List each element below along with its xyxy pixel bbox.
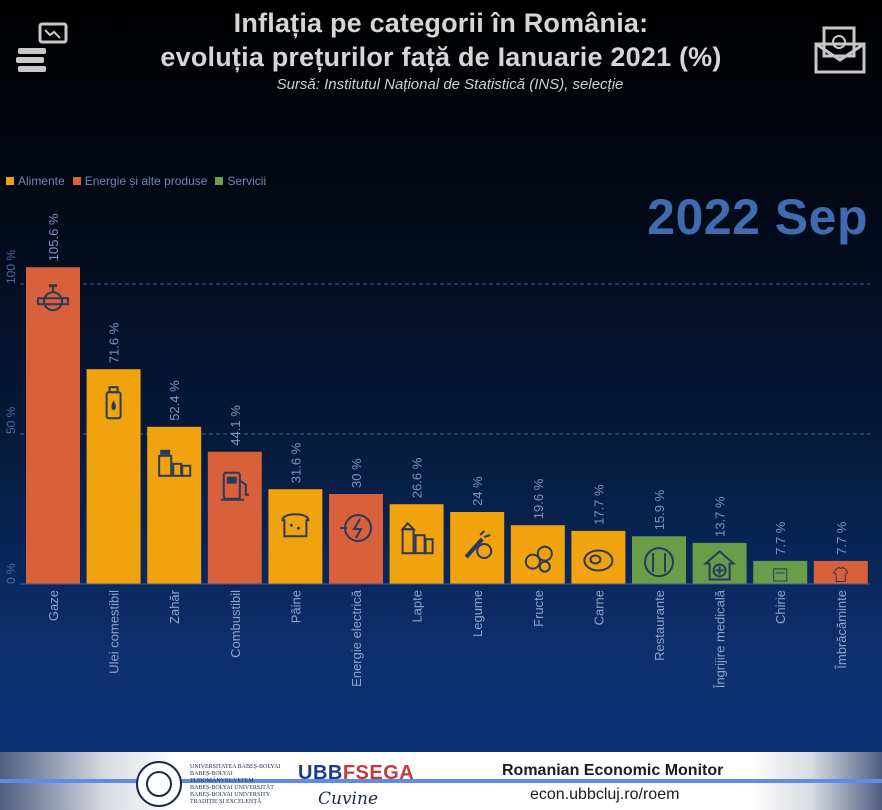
newsletter-icon bbox=[814, 26, 866, 74]
electric-plug-icon bbox=[340, 514, 372, 542]
bar-2 bbox=[147, 426, 202, 584]
legend-label: Servicii bbox=[227, 174, 267, 188]
milk-cartons-icon bbox=[400, 521, 434, 555]
fuel-pump-icon bbox=[220, 471, 249, 501]
data-label: 44.1 % bbox=[228, 405, 243, 446]
bar-13 bbox=[813, 560, 868, 584]
category-label: Lapte bbox=[410, 590, 425, 623]
data-label: 13.7 % bbox=[713, 496, 728, 537]
fruits-icon bbox=[524, 545, 553, 573]
university-seal-icon bbox=[136, 761, 182, 807]
category-label: Energie electrică bbox=[349, 589, 364, 687]
category-label: Pâine bbox=[288, 590, 303, 623]
category-label: Chirie bbox=[773, 590, 788, 624]
meat-icon bbox=[583, 549, 614, 572]
legend-item-alimente: Alimente bbox=[6, 174, 65, 188]
legend-label: Energie și alte produse bbox=[84, 174, 208, 188]
chart-title-line-1: Inflația pe categorii în România: bbox=[233, 8, 649, 38]
y-tick-label: 100 % bbox=[4, 250, 18, 284]
bar-5 bbox=[329, 494, 383, 584]
legend-item-energie: Energie și alte produse bbox=[72, 174, 208, 188]
chart-legend: Alimente Energie și alte produse Servici… bbox=[6, 174, 266, 188]
data-label: 71.6 % bbox=[107, 322, 122, 363]
legend-swatch bbox=[6, 177, 14, 185]
legend-item-servicii: Servicii bbox=[215, 174, 266, 188]
data-label: 52.4 % bbox=[167, 380, 182, 421]
chart-title-line-2: evoluția prețurilor față de Ianuarie 202… bbox=[160, 42, 722, 72]
data-label: 7.7 % bbox=[773, 521, 788, 555]
legend-swatch bbox=[215, 177, 224, 185]
bread-icon bbox=[281, 513, 310, 538]
monitor-title: Romanian Economic Monitor bbox=[502, 762, 724, 779]
rent-icon bbox=[773, 568, 788, 582]
data-label: 30 % bbox=[349, 458, 364, 488]
category-label: Carne bbox=[591, 590, 606, 625]
category-label: Gaze bbox=[46, 590, 61, 621]
medical-house-icon bbox=[702, 550, 737, 581]
data-label: 17.7 % bbox=[591, 484, 606, 525]
chart-source: Sursă: Institutul Național de Statistică… bbox=[276, 76, 624, 93]
category-label: Îmbrăcăminte bbox=[834, 590, 849, 670]
legend-swatch bbox=[72, 177, 81, 185]
vegetables-icon bbox=[464, 530, 493, 559]
sugar-jars-icon bbox=[158, 449, 192, 477]
category-label: Îngrijire medicală bbox=[713, 589, 728, 689]
category-label: Fructe bbox=[531, 590, 546, 627]
header: Inflația pe categorii în România: evoluț… bbox=[0, 6, 882, 93]
category-label: Ulei comestibil bbox=[107, 590, 122, 674]
y-tick-label: 50 % bbox=[4, 406, 18, 434]
data-label: 19.6 % bbox=[531, 478, 546, 519]
category-label: Combustibil bbox=[228, 590, 243, 658]
chart-document-icon bbox=[16, 22, 68, 72]
data-label: 31.6 % bbox=[288, 442, 303, 483]
bar-0 bbox=[26, 267, 80, 584]
bar-3 bbox=[207, 451, 262, 584]
footer-divider bbox=[0, 779, 882, 783]
legend-label: Alimente bbox=[18, 174, 65, 188]
data-label: 105.6 % bbox=[46, 213, 61, 261]
restaurant-icon bbox=[644, 547, 674, 578]
signature: Cuvine bbox=[318, 789, 379, 809]
clothing-icon bbox=[833, 566, 849, 582]
ubb-fsega-logo: UBBFSEGA bbox=[298, 762, 415, 784]
period-label: 2022 Sep bbox=[647, 189, 868, 245]
gas-pipe-icon bbox=[37, 284, 69, 312]
data-label: 15.9 % bbox=[652, 489, 667, 530]
bar-9 bbox=[571, 530, 626, 584]
data-label: 24 % bbox=[470, 476, 485, 506]
category-label: Zahăr bbox=[167, 589, 182, 624]
y-tick-label: 0 % bbox=[4, 563, 18, 584]
university-name: UNIVERSITATEA BABEȘ-BOLYAI BABEȘ-BOLYAI … bbox=[190, 764, 281, 805]
oil-bottle-icon bbox=[105, 386, 122, 420]
data-label: 7.7 % bbox=[834, 521, 849, 555]
category-label: Legume bbox=[470, 590, 485, 637]
data-label: 26.6 % bbox=[410, 457, 425, 498]
bar-chart: 0 % 50 % 100 % 105.6 % Gaze 71.6 % Ulei comest… bbox=[4, 213, 870, 689]
monitor-url[interactable]: econ.ubbcluj.ro/roem bbox=[530, 786, 680, 803]
category-label: Restaurante bbox=[652, 590, 667, 661]
